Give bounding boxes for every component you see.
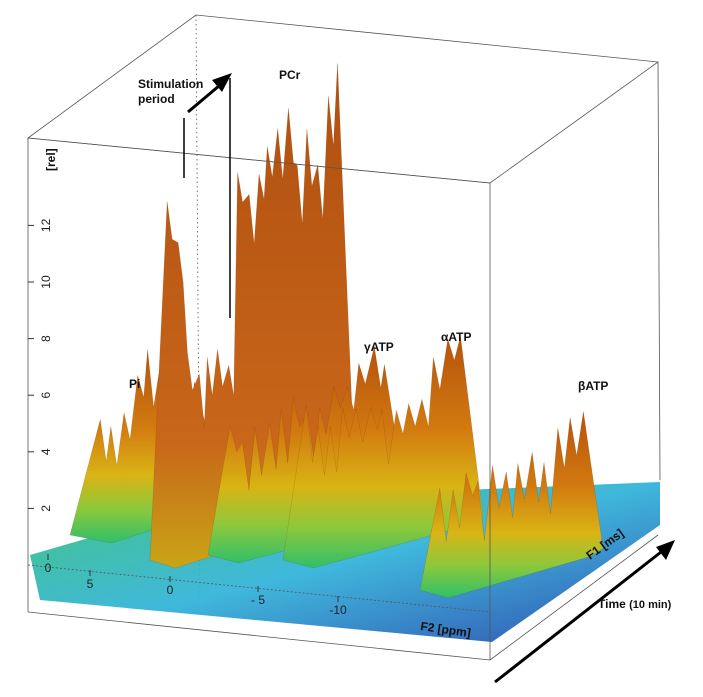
time-axis-label: Time (10 min) <box>598 597 672 611</box>
stimulation-label-line1: Stimulation <box>138 77 203 91</box>
x-tick-label: -10 <box>329 603 347 617</box>
x-axis-label: F2 [ppm] <box>420 619 472 640</box>
ridge-alpha-atp <box>282 336 484 569</box>
z-tick-label: 10 <box>39 275 53 289</box>
z-tick-label: 12 <box>39 218 53 232</box>
surface-layer <box>69 63 604 599</box>
peak-label-alpha-atp: αATP <box>441 330 472 344</box>
ridge-beta-atp <box>419 411 604 599</box>
z-tick-label: 4 <box>39 448 53 455</box>
z-tick-label: 6 <box>39 392 53 399</box>
x-tick-label: 5 <box>87 577 94 591</box>
time-arrow <box>494 540 675 684</box>
x-tick-label: - 5 <box>251 593 265 607</box>
peak-label-beta-atp: βATP <box>578 379 608 393</box>
peak-label-gamma-atp: γATP <box>364 340 394 354</box>
stimulation-annotation <box>183 73 232 318</box>
x-tick-label: 0 <box>167 583 174 597</box>
z-tick-label: 8 <box>39 335 53 342</box>
x-axis-ticks: 0 5 0 - 5 -10 <box>45 554 347 617</box>
z-tick-label: 2 <box>39 505 53 512</box>
box-frame-front <box>27 137 659 661</box>
z-axis-label: [rel] <box>44 148 58 171</box>
z-axis-ticks: 2 4 6 8 10 12 <box>28 218 53 512</box>
x-tick-label: 0 <box>45 561 52 575</box>
peak-label-pcr: PCr <box>279 68 301 82</box>
peak-label-pi: Pi <box>129 377 140 391</box>
stimulation-label-line2: period <box>138 92 175 106</box>
